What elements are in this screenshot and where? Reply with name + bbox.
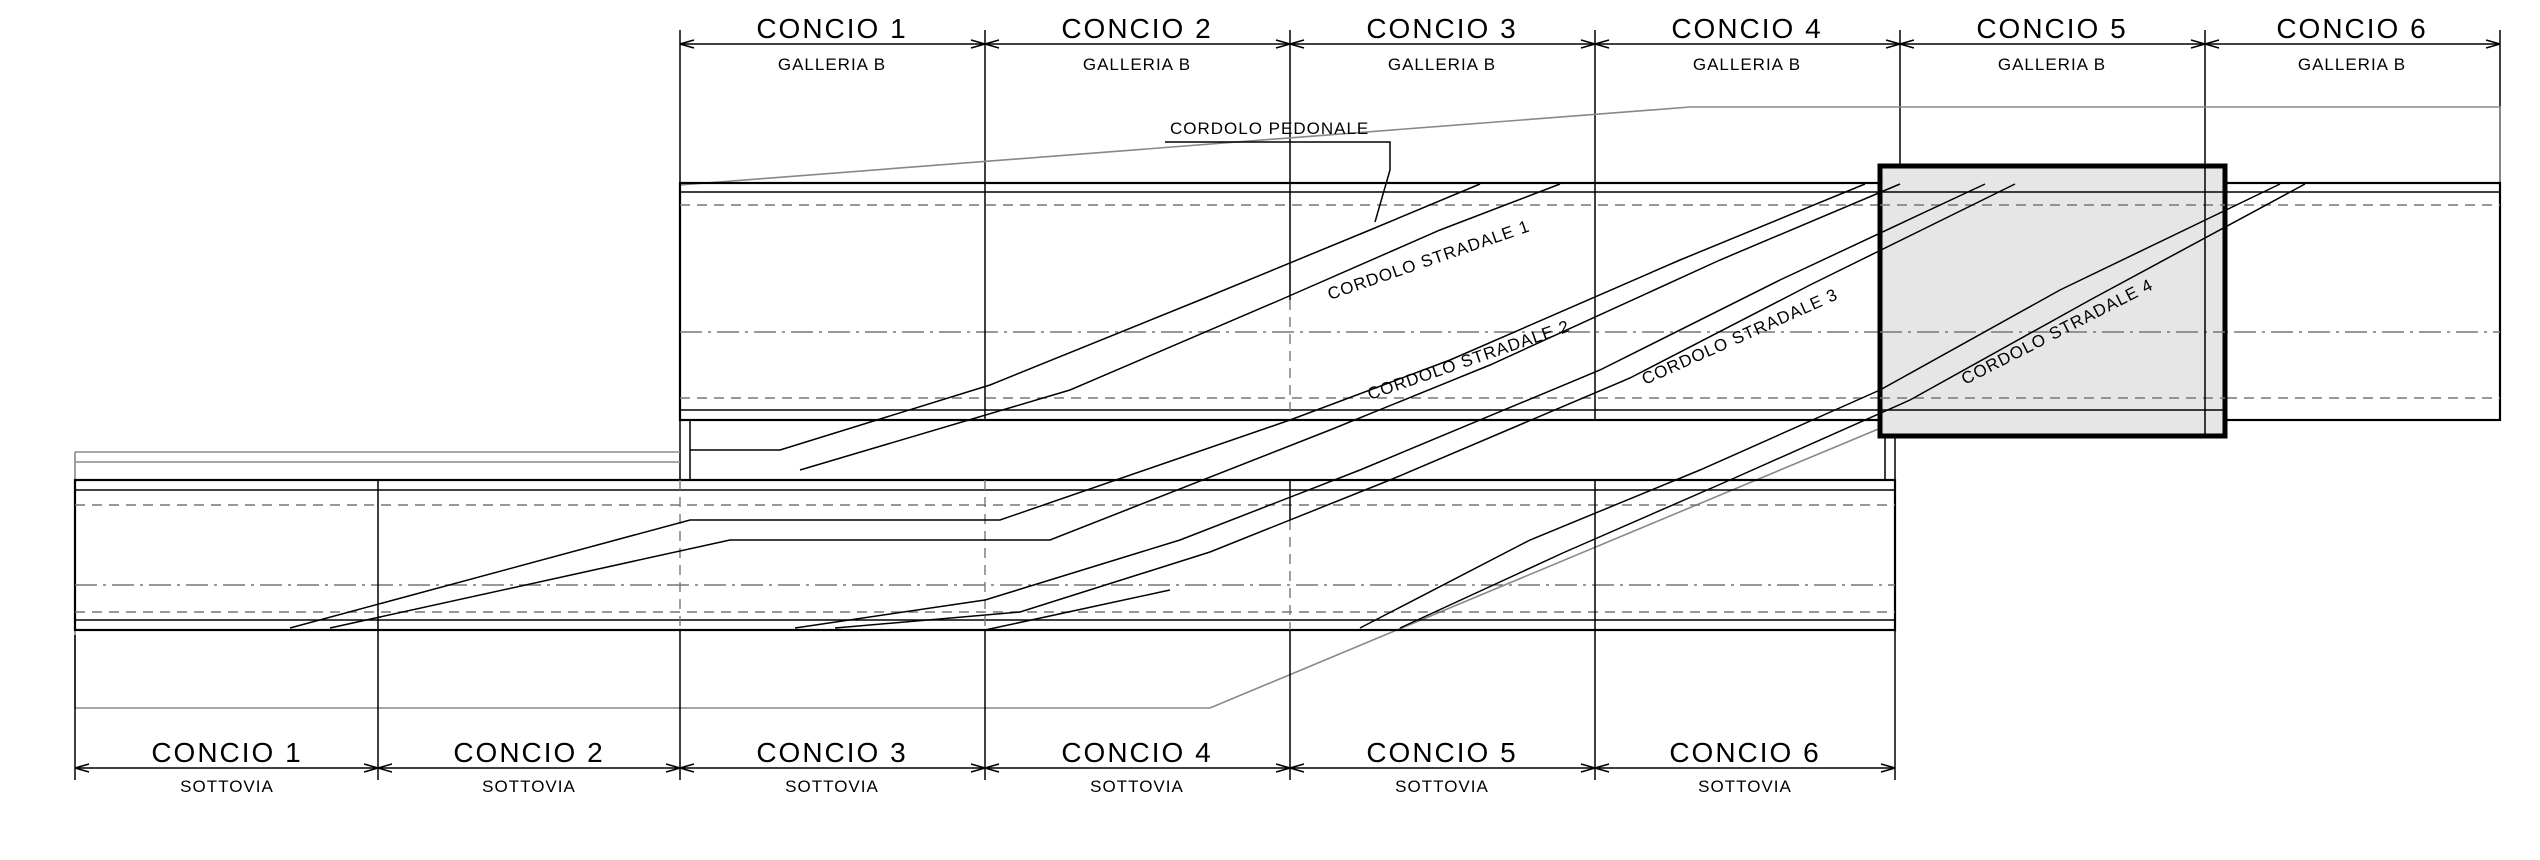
label-cordolo-pedonale: CORDOLO PEDONALE <box>1170 119 1369 138</box>
galleria-concio-3-sub: GALLERIA B <box>1388 55 1496 74</box>
sottovia-dimension-strip <box>74 630 1896 780</box>
sottovia-concio-1-title: CONCIO 1 <box>151 737 302 768</box>
sottovia-concio-6-sub: SOTTOVIA <box>1698 777 1792 796</box>
galleria-concio-2-sub: GALLERIA B <box>1083 55 1191 74</box>
sottovia-segment-labels: CONCIO 1 SOTTOVIA CONCIO 2 SOTTOVIA CONC… <box>151 737 1820 796</box>
sottovia-concio-4-title: CONCIO 4 <box>1061 737 1212 768</box>
sottovia-concio-1-sub: SOTTOVIA <box>180 777 274 796</box>
galleria-concio-5-sub: GALLERIA B <box>1998 55 2106 74</box>
cordolo-stradale-3-line <box>794 183 1986 629</box>
sottovia-body <box>73 420 1897 632</box>
sottovia-concio-3-title: CONCIO 3 <box>756 737 907 768</box>
cordolo-stradale-2-line <box>289 183 1866 629</box>
label-cordolo-stradale-2: CORDOLO STRADALE 2 <box>1365 317 1572 404</box>
galleria-concio-2-title: CONCIO 2 <box>1061 13 1212 44</box>
galleria-dimension-strip <box>679 30 2501 185</box>
sottovia-concio-6-title: CONCIO 6 <box>1669 737 1820 768</box>
cordolo-stradale-1-line <box>779 183 1481 451</box>
sottovia-concio-5-sub: SOTTOVIA <box>1395 777 1489 796</box>
galleria-concio-1-sub: GALLERIA B <box>778 55 886 74</box>
galleria-concio-5-title: CONCIO 5 <box>1976 13 2127 44</box>
sottovia-concio-3-sub: SOTTOVIA <box>785 777 879 796</box>
galleria-concio-4-sub: GALLERIA B <box>1693 55 1801 74</box>
galleria-concio-6-title: CONCIO 6 <box>2276 13 2427 44</box>
galleria-concio-6-sub: GALLERIA B <box>2298 55 2406 74</box>
label-cordolo-stradale-1: CORDOLO STRADALE 1 <box>1325 217 1532 304</box>
cordoli <box>289 183 2306 631</box>
galleria-segment-labels: CONCIO 1 GALLERIA B CONCIO 2 GALLERIA B … <box>756 13 2427 74</box>
sottovia-concio-2-sub: SOTTOVIA <box>482 777 576 796</box>
galleria-concio-3-title: CONCIO 3 <box>1366 13 1517 44</box>
cordolo-stradale-4-line <box>1359 183 2281 629</box>
sottovia-concio-4-sub: SOTTOVIA <box>1090 777 1184 796</box>
galleria-concio-4-title: CONCIO 4 <box>1671 13 1822 44</box>
sottovia-concio-2-title: CONCIO 2 <box>453 737 604 768</box>
galleria-concio-1-title: CONCIO 1 <box>756 13 907 44</box>
sottovia-concio-5-title: CONCIO 5 <box>1366 737 1517 768</box>
concio-5-highlight <box>1877 163 2228 439</box>
